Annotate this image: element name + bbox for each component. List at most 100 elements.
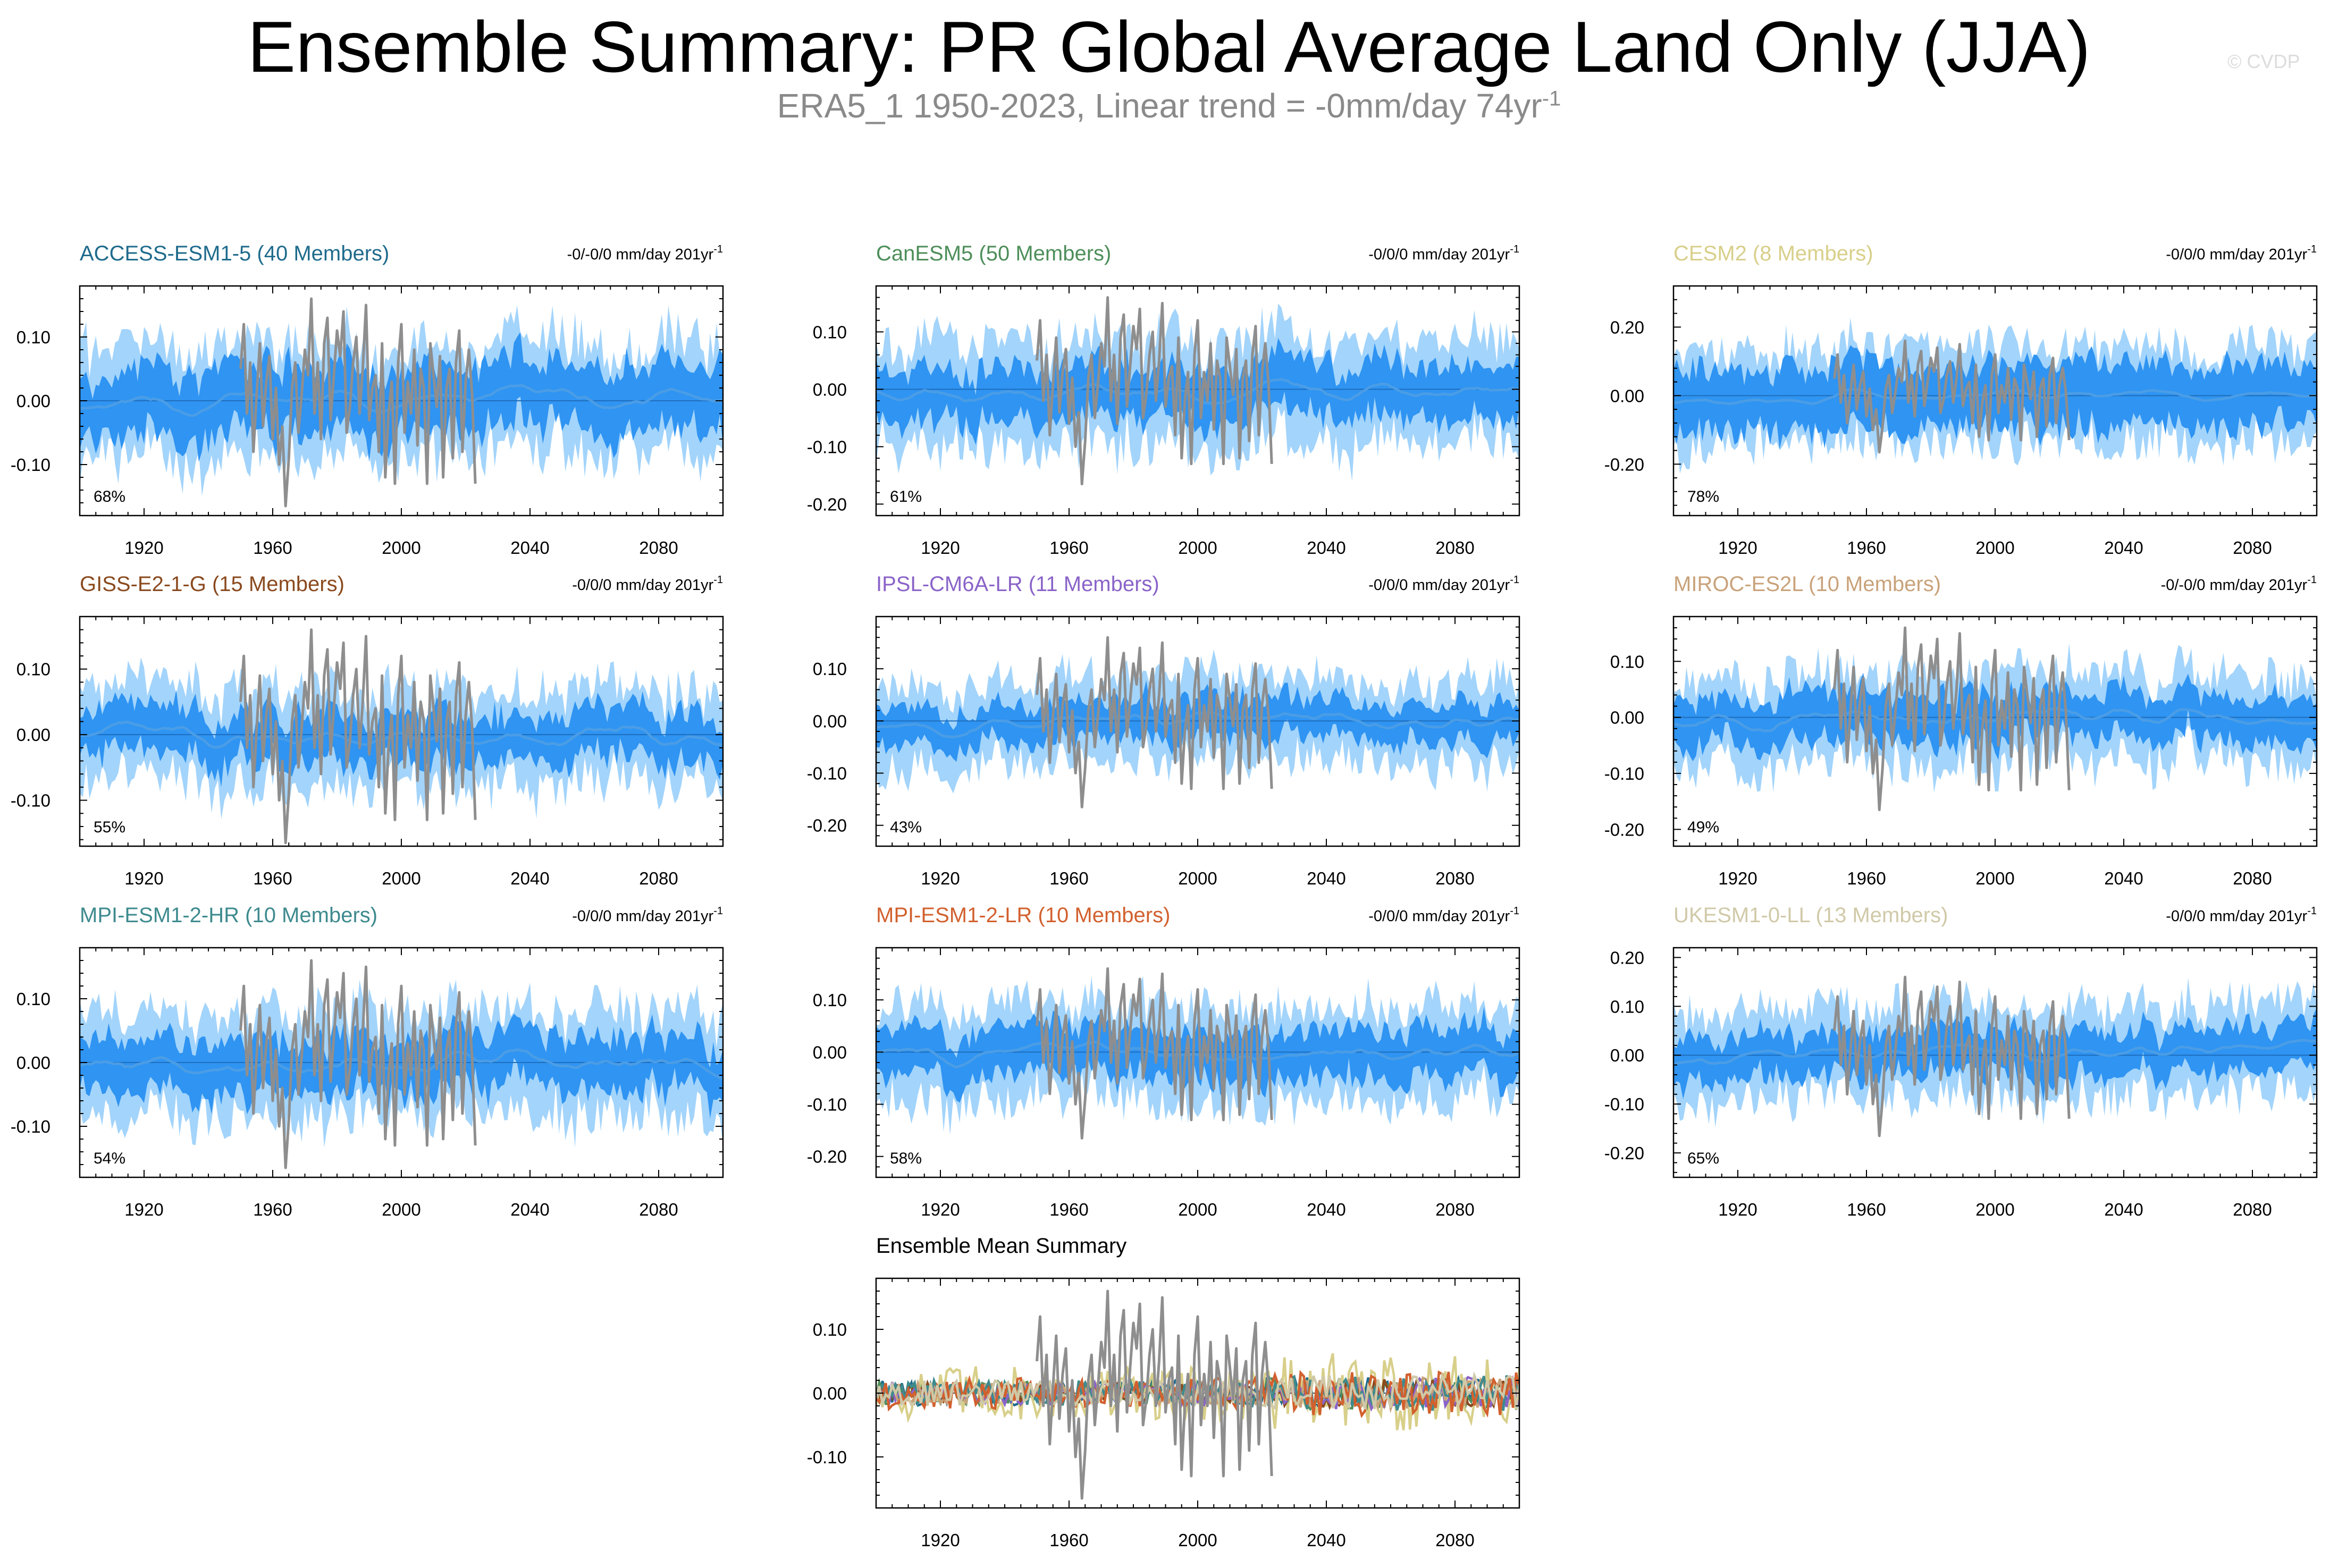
y-tick-label: -0.10 xyxy=(807,1447,847,1467)
percent-label: 43% xyxy=(890,819,922,836)
panel-title: ACCESS-ESM1-5 (40 Members) xyxy=(80,242,389,265)
percent-label: 54% xyxy=(94,1150,125,1167)
x-tick-label: 2080 xyxy=(639,538,678,558)
percent-label: 58% xyxy=(890,1150,922,1167)
trend-label-text: -0/0/0 mm/day 201yr xyxy=(2166,246,2307,263)
x-tick-label: 2040 xyxy=(510,869,549,888)
y-tick-label: -0.20 xyxy=(1604,1143,1644,1163)
ensemble-mean-line xyxy=(1673,1039,2317,1066)
x-tick-label: 1920 xyxy=(124,1200,163,1219)
y-tick-label: 0.00 xyxy=(16,725,51,745)
x-tick-label: 2080 xyxy=(1435,538,1474,558)
main-title: Ensemble Summary: PR Global Average Land… xyxy=(247,6,2091,87)
y-tick-label: 0.00 xyxy=(16,391,51,411)
ensemble-mean-line xyxy=(80,1048,723,1080)
chart-panel-6: 1920 1960 2000 2040 2080 -0.20 -0.10 0.00 0.10 MI… xyxy=(1604,572,2318,888)
y-tick-label: 0.20 xyxy=(1610,948,1644,967)
x-tick-label: 1920 xyxy=(921,1200,960,1219)
trend-label: -0/0/0 mm/day 201yr-1 xyxy=(1368,574,1519,594)
trend-label-text: -0/0/0 mm/day 201yr xyxy=(572,577,713,594)
x-tick-label: 2080 xyxy=(1435,869,1474,888)
panel-title: UKESM1-0-LL (13 Members) xyxy=(1673,904,1948,927)
chart-panel-1: 1920 1960 2000 2040 2080 -0.10 0.00 0.10 ACCESS-… xyxy=(11,242,724,558)
y-tick-label: -0.10 xyxy=(807,437,847,457)
observation-line xyxy=(1036,636,1273,808)
observation-line xyxy=(239,959,477,1169)
trend-label-text: -0/0/0 mm/day 201yr xyxy=(1368,577,1510,594)
y-tick-label: 0.00 xyxy=(813,1042,847,1062)
x-tick-label: 2040 xyxy=(2104,538,2143,558)
trend-label: -0/0/0 mm/day 201yr-1 xyxy=(1368,243,1519,263)
plot-area xyxy=(1673,626,2317,811)
y-tick-label: -0.20 xyxy=(807,1147,847,1167)
plot-area xyxy=(876,296,1519,486)
inner-range-band xyxy=(876,338,1519,445)
x-tick-label: 2000 xyxy=(382,869,420,888)
x-tick-label: 2000 xyxy=(1975,538,2014,558)
x-tick-label: 1920 xyxy=(124,869,163,888)
copyright-watermark: © CVDP xyxy=(2227,50,2300,72)
y-tick-label: 0.00 xyxy=(1610,708,1644,728)
trend-label: -0/0/0 mm/day 201yr-1 xyxy=(572,905,723,925)
x-tick-label: 1960 xyxy=(1049,1530,1088,1550)
subtitle: ERA5_1 1950-2023, Linear trend = -0mm/da… xyxy=(0,86,2338,125)
x-tick-label: 2080 xyxy=(1435,1200,1474,1219)
x-tick-label: 1920 xyxy=(921,538,960,558)
trend-label-text: -0/0/0 mm/day 201yr xyxy=(1368,246,1510,263)
plot-area xyxy=(1673,317,2317,474)
x-tick-label: 1960 xyxy=(1049,538,1088,558)
trend-label-superscript: -1 xyxy=(1510,243,1519,255)
x-tick-label: 1960 xyxy=(253,869,292,888)
x-tick-label: 1960 xyxy=(1847,538,1886,558)
x-tick-label: 2000 xyxy=(1975,1200,2014,1219)
y-tick-label: -0.20 xyxy=(1604,820,1644,839)
percent-label: 61% xyxy=(890,488,922,505)
observation-line xyxy=(1833,975,2071,1137)
trend-label-superscript: -1 xyxy=(713,243,723,255)
ensemble-mean-line xyxy=(876,1040,1519,1069)
trend-label-superscript: -1 xyxy=(2307,905,2317,917)
x-tick-label: 1920 xyxy=(921,1530,960,1550)
x-tick-label: 2000 xyxy=(1178,1530,1217,1550)
trend-label: -0/-0/0 mm/day 201yr-1 xyxy=(2161,574,2317,594)
trend-label-superscript: -1 xyxy=(2307,243,2317,255)
x-tick-label: 1960 xyxy=(253,1200,292,1219)
inner-range-band xyxy=(80,689,723,788)
y-tick-label: -0.10 xyxy=(11,455,51,475)
x-tick-label: 2080 xyxy=(639,869,678,888)
plot-area xyxy=(876,967,1519,1140)
x-tick-label: 2080 xyxy=(1435,1530,1474,1550)
chart-panel-10: 1920 1960 2000 2040 2080 -0.10 0.00 0.10 Ensembl… xyxy=(807,1234,1520,1550)
trend-label: -0/-0/0 mm/day 201yr-1 xyxy=(567,243,723,263)
x-tick-label: 2040 xyxy=(510,538,549,558)
plot-area xyxy=(1673,975,2317,1137)
y-tick-label: -0.10 xyxy=(807,1095,847,1115)
x-tick-label: 2040 xyxy=(1307,1530,1345,1550)
y-tick-label: 0.00 xyxy=(16,1053,51,1073)
percent-label: 65% xyxy=(1687,1150,1719,1167)
ensemble-mean-line xyxy=(876,378,1519,405)
trend-label-text: -0/0/0 mm/day 201yr xyxy=(572,908,713,925)
x-tick-label: 1920 xyxy=(1718,869,1757,888)
ensemble-mean-line xyxy=(80,720,723,749)
x-tick-label: 2080 xyxy=(2233,1200,2272,1219)
subtitle-superscript: -1 xyxy=(1542,87,1561,111)
y-tick-label: -0.20 xyxy=(807,816,847,836)
panel-title: MIROC-ES2L (10 Members) xyxy=(1673,572,1941,596)
chart-panel-7: 1920 1960 2000 2040 2080 -0.10 0.00 0.10 MPI-ESM… xyxy=(11,904,724,1219)
y-tick-label: 0.00 xyxy=(813,711,847,731)
x-tick-label: 1920 xyxy=(921,869,960,888)
percent-label: 68% xyxy=(94,488,125,505)
y-tick-label: 0.20 xyxy=(1610,317,1644,337)
panel-title: CanESM5 (50 Members) xyxy=(876,242,1111,265)
x-tick-label: 2000 xyxy=(1178,538,1217,558)
chart-panel-5: 1920 1960 2000 2040 2080 -0.20 -0.10 0.00 0.10 IP… xyxy=(807,572,1520,888)
trend-label-superscript: -1 xyxy=(1510,574,1519,586)
plot-area xyxy=(876,1289,1519,1500)
x-tick-label: 1960 xyxy=(1049,869,1088,888)
chart-panel-3: 1920 1960 2000 2040 2080 -0.20 0.00 0.20 CESM2 (… xyxy=(1604,242,2318,558)
x-tick-label: 1960 xyxy=(253,538,292,558)
plot-area xyxy=(876,636,1519,808)
percent-label: 78% xyxy=(1687,488,1719,505)
